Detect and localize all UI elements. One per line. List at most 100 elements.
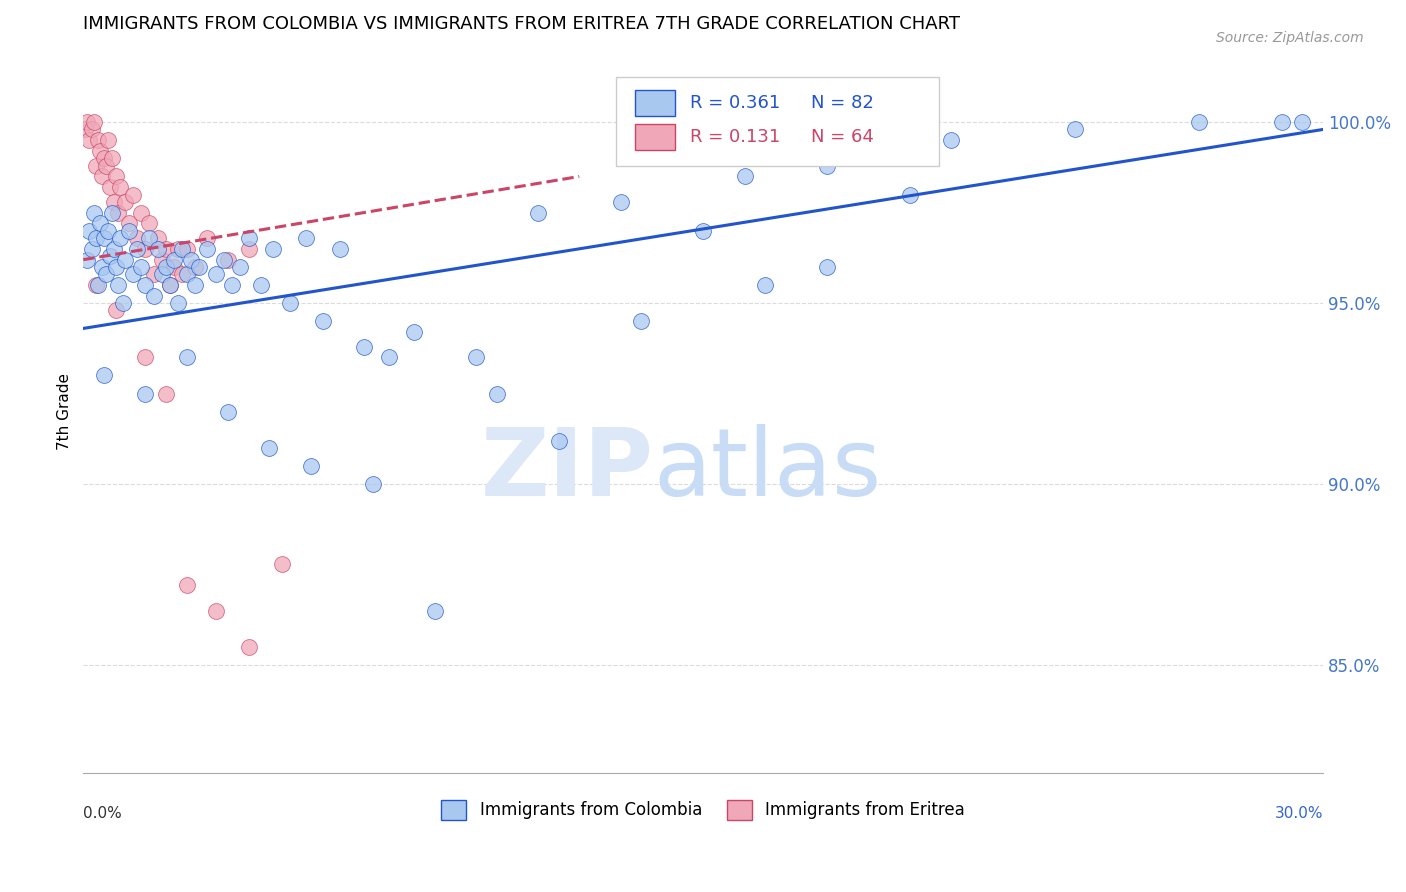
Point [94,267,117,281]
Point [1188,115,1211,129]
Text: N = 82: N = 82 [811,95,875,112]
Point [250,278,273,293]
Point [176,267,198,281]
Point [609,194,631,209]
Point [90,169,112,184]
Point [527,205,550,219]
Point [547,434,569,448]
Point [172,267,194,281]
Point [259,441,281,455]
Point [134,351,156,365]
Point [270,557,292,571]
Point [221,278,243,293]
Point [83,115,105,129]
Point [107,205,129,219]
Point [93,231,115,245]
Point [98,180,121,194]
Point [103,194,125,209]
Point [176,242,198,256]
Point [83,205,105,219]
Point [84,159,107,173]
Point [142,289,165,303]
Point [76,115,98,129]
Point [97,224,120,238]
Point [134,242,156,256]
Point [93,152,115,166]
Text: ZIP: ZIP [481,424,654,516]
Point [941,133,963,147]
Point [630,314,652,328]
FancyBboxPatch shape [616,78,939,166]
Point [134,386,156,401]
Point [361,477,384,491]
Point [79,224,101,238]
Point [101,205,124,219]
Point [114,194,136,209]
Point [93,368,115,383]
Point [180,252,202,267]
Point [122,187,145,202]
Point [278,296,301,310]
Point [159,278,181,293]
Point [89,144,111,158]
Point [172,242,194,256]
Point [229,260,252,274]
Point [155,242,177,256]
Legend: Immigrants from Colombia, Immigrants from Eritrea: Immigrants from Colombia, Immigrants fro… [434,793,972,827]
Point [204,267,226,281]
Text: R = 0.361: R = 0.361 [689,95,780,112]
Point [84,278,107,293]
Point [815,260,838,274]
Point [79,133,101,147]
Point [94,159,117,173]
Point [238,640,260,654]
Point [328,242,350,256]
Point [188,260,211,274]
Point [84,231,107,245]
Point [238,242,260,256]
Point [125,231,148,245]
Point [195,231,218,245]
Point [176,578,198,592]
Point [114,252,136,267]
Text: Source: ZipAtlas.com: Source: ZipAtlas.com [1216,31,1364,45]
Point [898,187,921,202]
Point [485,386,508,401]
Point [312,314,335,328]
Point [75,122,97,136]
Point [80,122,103,136]
Point [815,159,838,173]
Point [167,242,190,256]
Point [105,169,128,184]
Point [150,267,173,281]
Point [159,278,181,293]
Point [176,351,198,365]
Point [262,242,284,256]
Point [122,267,145,281]
Text: 0.0%: 0.0% [83,806,122,821]
Point [142,267,165,281]
Point [146,231,169,245]
FancyBboxPatch shape [636,90,675,116]
Point [150,252,173,267]
Point [129,205,152,219]
Point [125,242,148,256]
Point [118,224,141,238]
Text: R = 0.131: R = 0.131 [689,128,780,146]
Point [105,303,128,318]
Text: IMMIGRANTS FROM COLOMBIA VS IMMIGRANTS FROM ERITREA 7TH GRADE CORRELATION CHART: IMMIGRANTS FROM COLOMBIA VS IMMIGRANTS F… [83,15,960,33]
Point [299,458,322,473]
Text: 30.0%: 30.0% [1275,806,1323,821]
Point [103,242,125,256]
Point [98,249,121,263]
Point [167,296,190,310]
Point [155,386,177,401]
Point [134,278,156,293]
Point [138,231,160,245]
Point [163,260,186,274]
Point [111,296,134,310]
Point [692,224,714,238]
Point [155,260,177,274]
Point [90,260,112,274]
Point [217,404,239,418]
